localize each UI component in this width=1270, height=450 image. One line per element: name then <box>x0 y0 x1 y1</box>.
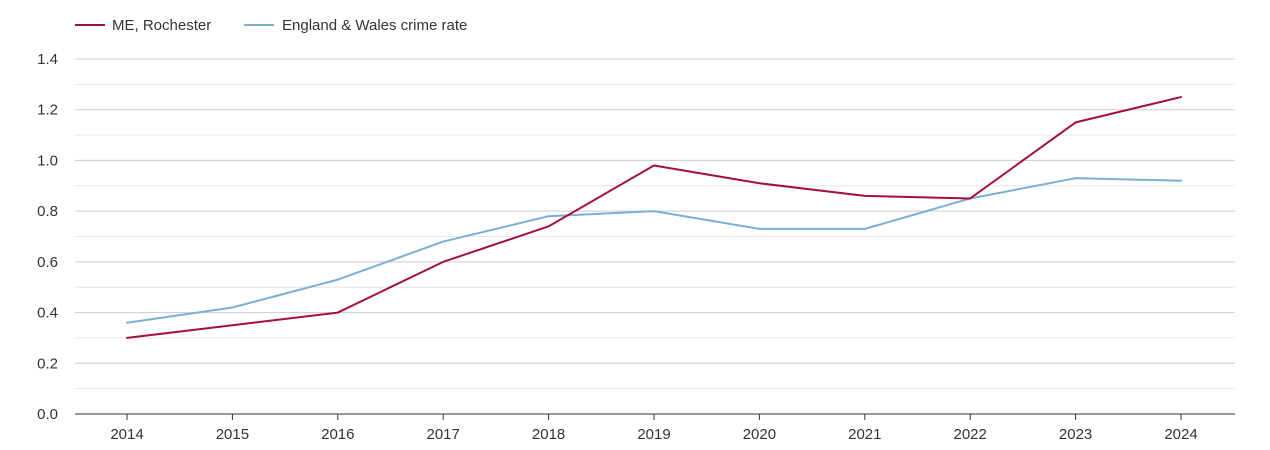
y-tick-label: 0.6 <box>37 254 58 271</box>
y-axis: 0.0 0.2 0.4 0.6 0.8 1.0 1.2 1.4 <box>37 51 58 423</box>
x-tick-label: 2024 <box>1164 426 1197 443</box>
x-tick-label: 2017 <box>427 426 460 443</box>
x-tick-label: 2021 <box>848 426 881 443</box>
y-tick-label: 0.8 <box>37 203 58 220</box>
x-tick-label: 2022 <box>954 426 987 443</box>
y-tick-label: 1.0 <box>37 152 58 169</box>
x-tick-label: 2018 <box>532 426 565 443</box>
x-tick-label: 2015 <box>216 426 249 443</box>
series-lines <box>126 96 1182 339</box>
y-tick-label: 1.4 <box>37 51 58 68</box>
x-tick-label: 2019 <box>637 426 670 443</box>
x-tick-label: 2020 <box>743 426 776 443</box>
legend-label-series-2: England & Wales crime rate <box>282 17 467 34</box>
x-tick-label: 2014 <box>110 426 143 443</box>
legend-item-series-1: ME, Rochester <box>75 17 211 34</box>
y-tick-label: 0.4 <box>37 305 58 322</box>
y-tick-label: 1.2 <box>37 102 58 119</box>
y-tick-label: 0.2 <box>37 355 58 372</box>
series-line-2 <box>126 177 1182 324</box>
x-tick-label: 2023 <box>1059 426 1092 443</box>
legend: ME, Rochester England & Wales crime rate <box>75 17 467 34</box>
x-tick-label: 2016 <box>321 426 354 443</box>
legend-item-series-2: England & Wales crime rate <box>244 17 467 34</box>
series-line-1 <box>126 96 1182 339</box>
gridlines <box>75 58 1235 390</box>
y-tick-label: 0.0 <box>37 406 58 423</box>
x-axis: 2014 2015 2016 2017 2018 2019 2020 2021 2022 2023… <box>75 413 1235 443</box>
legend-label-series-1: ME, Rochester <box>112 17 211 34</box>
